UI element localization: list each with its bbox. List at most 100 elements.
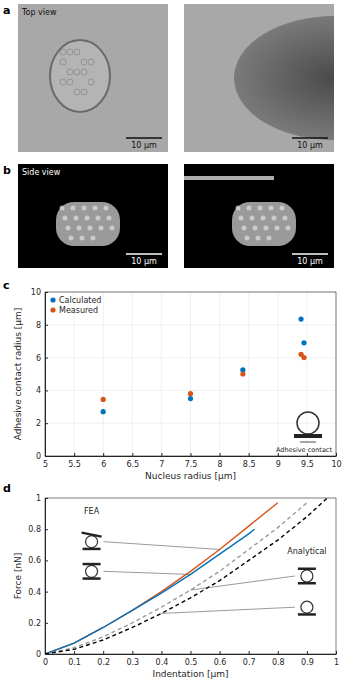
x-tick: 6 [101,453,106,469]
x-tick-mark [132,453,133,456]
x-tick-mark [191,651,192,654]
micrograph: 10 μm [184,4,351,152]
series-line [45,503,307,654]
x-tick-label: 0 [43,658,48,667]
cell-texture [85,216,90,221]
annotation: Analytical [287,547,326,556]
x-tick-label: 0.1 [68,658,81,667]
inset-cell [297,412,319,434]
x-tick: 0.4 [156,651,169,667]
x-tick: 0.8 [272,651,285,667]
x-tick-mark [278,651,279,654]
cell-texture [239,216,244,221]
x-tick-label: 6.5 [126,460,139,469]
cell-texture [275,226,280,231]
x-tick: 0.9 [301,651,314,667]
y-tick: 0.2 [28,619,48,628]
x-tick-label: 0.6 [214,658,227,667]
y-tick-label: 8 [36,321,41,330]
cell-texture [283,216,288,221]
image-caption: Side view [22,168,61,177]
panel-label: c [3,279,10,292]
cell-texture [74,69,80,75]
panel-label: d [3,482,11,495]
x-tick: 8 [218,453,223,469]
x-axis-line [46,654,337,655]
x-tick-mark [220,453,221,456]
x-tick-mark [336,453,337,456]
micrograph-background [18,4,168,152]
grid-line-x [248,292,249,456]
x-tick-mark [249,651,250,654]
series-line [45,498,327,654]
x-tick-mark [220,651,221,654]
x-tick-label: 0.3 [126,658,139,667]
cell-texture [67,49,73,55]
x-tick-mark [132,651,133,654]
legend: CalculatedMeasured [50,296,101,315]
x-tick: 8.5 [243,453,256,469]
series-line [45,503,278,654]
cell-texture [69,236,74,241]
cell-texture [107,216,112,221]
cell-texture [250,216,255,221]
probe-shadow [234,16,334,140]
diagram-cell [86,536,98,548]
x-tick-mark [103,453,104,456]
diagram-cell [301,601,313,613]
x-tick-label: 7.5 [185,460,198,469]
annotation: Adhesive contact [276,446,332,454]
cell-texture [74,216,79,221]
cell-texture [60,49,66,55]
plot-frame [45,498,336,654]
x-tick-label: 9 [276,460,281,469]
y-tick: 4 [36,386,48,395]
micrograph-content [18,4,168,152]
grid-line-x [277,292,278,456]
grid-line-x [103,292,104,456]
diagram-probe [298,568,316,571]
scale-bar [292,253,328,255]
legend-label: Measured [59,306,98,315]
x-tick-label: 0.7 [243,658,256,667]
diagram-plate [298,582,316,585]
y-tick-label: 0 [36,452,41,461]
micrograph-content [184,164,334,268]
cell-texture [269,206,274,211]
x-tick-label: 8 [218,460,223,469]
plot-frame [45,292,336,456]
y-tick-mark [45,325,48,326]
y-tick-label: 10 [31,288,41,297]
figure: aTop view10 μm10 μmbSide view10 μm10 μmc… [0,0,351,685]
scatter-point [188,396,193,401]
y-tick-label: 1 [36,494,41,503]
cell-texture [82,206,87,211]
scale-bar [292,137,328,139]
cell-texture [88,79,94,85]
probe [184,176,274,180]
annotation: FEA [84,507,100,516]
panel-label: b [3,164,11,177]
y-axis: 00.20.40.60.81 [28,494,48,659]
inset-diagram: Adhesive contact [276,412,332,454]
cell-texture [81,59,87,65]
scatter-point [188,391,193,396]
inset-substrate [294,434,322,438]
y-axis-line [45,293,46,457]
scale-bar [126,137,162,139]
y-axis-line [45,499,46,655]
cell-texture [60,79,66,85]
micrograph: 10 μm [184,164,334,268]
cell-texture [99,226,104,231]
x-tick: 7 [159,453,164,469]
cell-texture [286,226,291,231]
scatter-point [298,316,303,321]
micrograph-content [184,4,334,152]
x-tick: 1 [334,651,339,667]
x-tick-mark [191,453,192,456]
x-tick: 10 [331,453,341,469]
x-tick: 0.3 [126,651,139,667]
series-line [45,529,255,654]
inset-arrow [300,442,316,443]
diagram-cell [86,565,98,577]
